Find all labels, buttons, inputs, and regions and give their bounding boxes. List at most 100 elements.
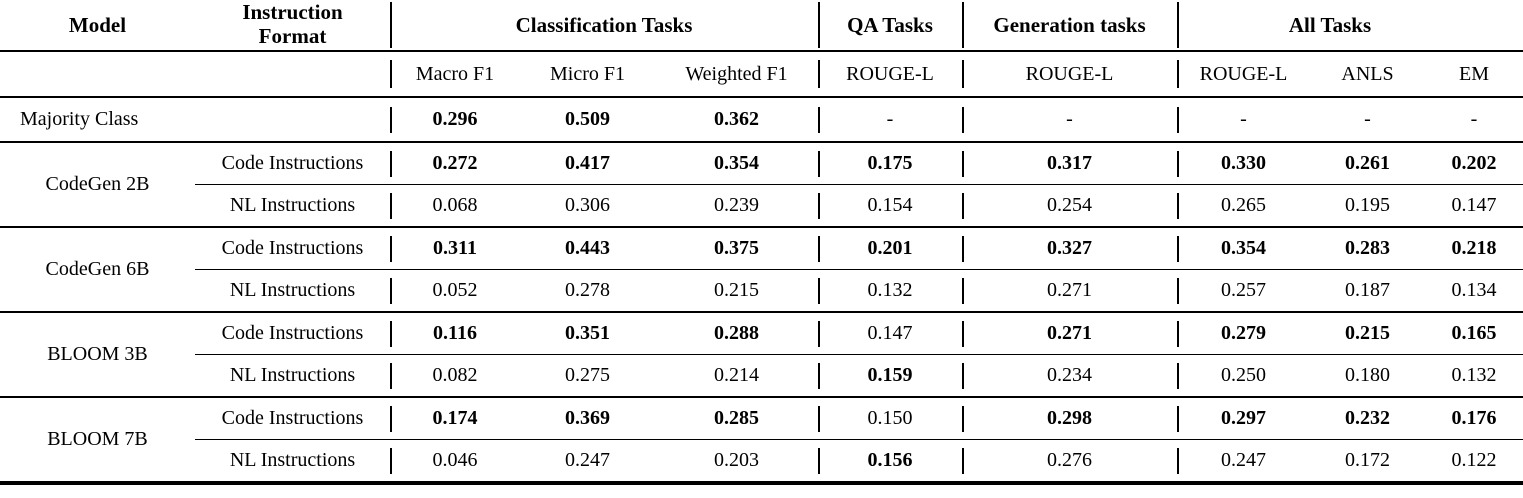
subheader-row: Macro F1 Micro F1 Weighted F1 ROUGE-L RO…	[0, 51, 1523, 98]
instruction-format-column-header: Instruction Format	[195, 0, 390, 52]
cell-model-name: Majority Class	[0, 97, 195, 143]
row-codegen-2b-code: CodeGen 2B Code Instructions 0.272 0.417…	[0, 142, 1523, 228]
row-bloom-7b-nl: NL Instructions 0.046 0.247 0.203 0.156 …	[0, 439, 1523, 485]
cell-value: 0.159	[818, 354, 962, 398]
cell-value: 0.271	[962, 269, 1177, 313]
subheader-all-rouge-l: ROUGE-L	[1177, 51, 1310, 98]
cell-value: 0.278	[520, 269, 655, 313]
cell-instruction-format	[195, 97, 390, 143]
subheader-qa-rouge-l: ROUGE-L	[818, 51, 962, 98]
subheader-empty-model	[0, 51, 195, 98]
cell-value: 0.275	[520, 354, 655, 398]
qa-tasks-header: QA Tasks	[818, 0, 962, 52]
cell-value: 0.234	[962, 354, 1177, 398]
cell-value: 0.203	[655, 439, 818, 485]
cell-value: 0.354	[1177, 227, 1310, 270]
subheader-anls: ANLS	[1310, 51, 1425, 98]
model-column-header: Model	[0, 0, 195, 52]
cell-value: 0.214	[655, 354, 818, 398]
cell-value: 0.215	[1310, 312, 1425, 355]
row-codegen-6b-code: CodeGen 6B Code Instructions 0.311 0.443…	[0, 227, 1523, 313]
cell-instruction-format: NL Instructions	[195, 354, 390, 398]
cell-value: 0.265	[1177, 184, 1310, 228]
cell-value: 0.369	[520, 397, 655, 440]
subheader-macro-f1: Macro F1	[390, 51, 520, 98]
cell-model-name: CodeGen 6B	[0, 227, 195, 313]
cell-value: 0.176	[1425, 397, 1523, 440]
cell-value: -	[1310, 97, 1425, 143]
cell-value: 0.082	[390, 354, 520, 398]
cell-value: 0.271	[962, 312, 1177, 355]
cell-value: 0.187	[1310, 269, 1425, 313]
cell-instruction-format: NL Instructions	[195, 269, 390, 313]
cell-value: 0.247	[1177, 439, 1310, 485]
row-codegen-2b-nl: NL Instructions 0.068 0.306 0.239 0.154 …	[0, 184, 1523, 228]
cell-value: 0.239	[655, 184, 818, 228]
header-row: Model Instruction Format Classification …	[0, 0, 1523, 52]
cell-value: 0.116	[390, 312, 520, 355]
cell-value: 0.443	[520, 227, 655, 270]
cell-value: -	[1425, 97, 1523, 143]
cell-value: 0.202	[1425, 142, 1523, 185]
cell-value: 0.279	[1177, 312, 1310, 355]
cell-model-name: BLOOM 3B	[0, 312, 195, 398]
cell-value: 0.509	[520, 97, 655, 143]
cell-value: 0.327	[962, 227, 1177, 270]
cell-instruction-format: Code Instructions	[195, 142, 390, 185]
cell-value: 0.330	[1177, 142, 1310, 185]
cell-value: 0.218	[1425, 227, 1523, 270]
subheader-weighted-f1: Weighted F1	[655, 51, 818, 98]
cell-value: 0.272	[390, 142, 520, 185]
cell-value: 0.311	[390, 227, 520, 270]
all-tasks-header: All Tasks	[1177, 0, 1523, 52]
cell-value: 0.254	[962, 184, 1177, 228]
cell-value: 0.232	[1310, 397, 1425, 440]
cell-value: 0.165	[1425, 312, 1523, 355]
cell-value: 0.317	[962, 142, 1177, 185]
cell-value: 0.174	[390, 397, 520, 440]
generation-tasks-header: Generation tasks	[962, 0, 1177, 52]
cell-value: -	[818, 97, 962, 143]
cell-value: 0.122	[1425, 439, 1523, 485]
cell-model-name: BLOOM 7B	[0, 397, 195, 485]
cell-instruction-format: Code Instructions	[195, 397, 390, 440]
cell-value: 0.283	[1310, 227, 1425, 270]
cell-value: 0.215	[655, 269, 818, 313]
cell-value: 0.201	[818, 227, 962, 270]
cell-value: 0.297	[1177, 397, 1310, 440]
cell-model-name: CodeGen 2B	[0, 142, 195, 228]
cell-instruction-format: Code Instructions	[195, 312, 390, 355]
cell-value: 0.296	[390, 97, 520, 143]
cell-value: 0.156	[818, 439, 962, 485]
classification-tasks-header: Classification Tasks	[390, 0, 818, 52]
subheader-micro-f1: Micro F1	[520, 51, 655, 98]
subheader-em: EM	[1425, 51, 1523, 98]
cell-instruction-format: NL Instructions	[195, 184, 390, 228]
row-bloom-3b-nl: NL Instructions 0.082 0.275 0.214 0.159 …	[0, 354, 1523, 398]
row-majority-class: Majority Class 0.296 0.509 0.362 - - - -…	[0, 97, 1523, 143]
cell-value: 0.132	[1425, 354, 1523, 398]
subheader-gen-rouge-l: ROUGE-L	[962, 51, 1177, 98]
cell-value: -	[962, 97, 1177, 143]
cell-value: 0.247	[520, 439, 655, 485]
cell-value: 0.134	[1425, 269, 1523, 313]
row-codegen-6b-nl: NL Instructions 0.052 0.278 0.215 0.132 …	[0, 269, 1523, 313]
cell-value: 0.046	[390, 439, 520, 485]
cell-value: 0.298	[962, 397, 1177, 440]
cell-value: 0.147	[1425, 184, 1523, 228]
cell-value: 0.195	[1310, 184, 1425, 228]
cell-value: 0.147	[818, 312, 962, 355]
cell-value: 0.351	[520, 312, 655, 355]
cell-value: 0.276	[962, 439, 1177, 485]
cell-instruction-format: NL Instructions	[195, 439, 390, 485]
cell-value: 0.068	[390, 184, 520, 228]
row-bloom-3b-code: BLOOM 3B Code Instructions 0.116 0.351 0…	[0, 312, 1523, 398]
cell-value: 0.261	[1310, 142, 1425, 185]
row-bloom-7b-code: BLOOM 7B Code Instructions 0.174 0.369 0…	[0, 397, 1523, 485]
cell-value: 0.285	[655, 397, 818, 440]
subheader-empty-instruction	[195, 51, 390, 98]
cell-value: 0.306	[520, 184, 655, 228]
cell-value: 0.362	[655, 97, 818, 143]
cell-value: 0.354	[655, 142, 818, 185]
